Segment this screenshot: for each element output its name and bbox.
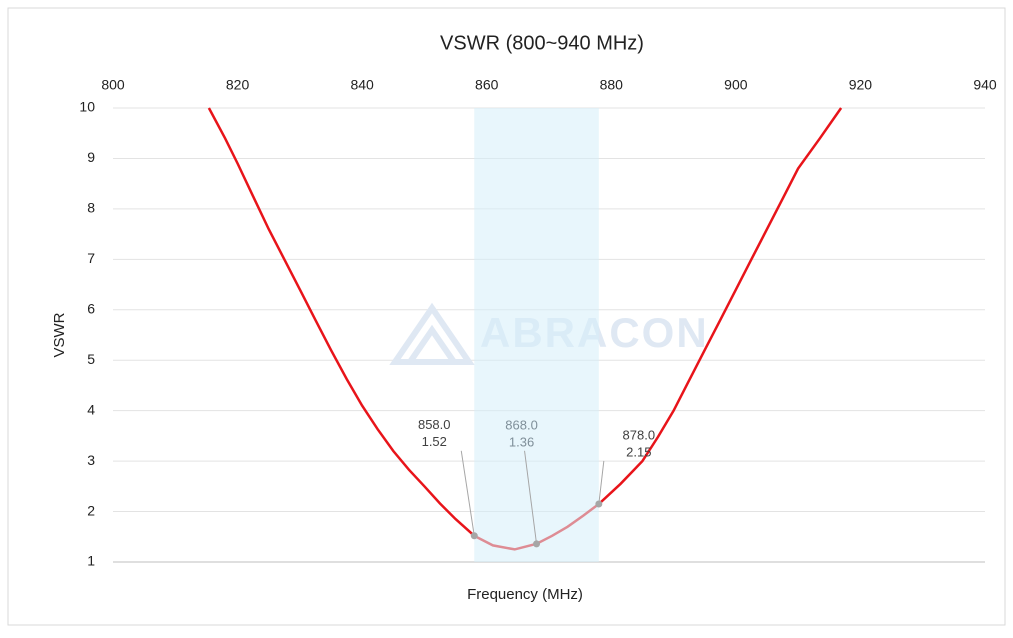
annotation-x: 858.0	[418, 417, 451, 432]
leader-line	[598, 460, 605, 505]
annotation-value: 1.36	[509, 434, 534, 449]
y-tick-label: 2	[87, 502, 95, 518]
y-tick-label: 7	[87, 250, 95, 266]
leader-line	[460, 450, 475, 536]
annotation-value: 1.52	[422, 434, 447, 449]
y-tick-label: 5	[87, 351, 95, 367]
x-tick-label: 860	[475, 77, 499, 93]
annotation-point	[470, 532, 478, 540]
y-tick-label: 1	[87, 553, 95, 569]
annotation-point	[595, 500, 603, 508]
y-axis-label: VSWR	[51, 312, 68, 357]
x-tick-label: 880	[600, 77, 624, 93]
annotation-x: 868.0	[505, 417, 538, 432]
x-tick-label: 940	[973, 77, 997, 93]
annotation-x: 878.0	[623, 427, 656, 442]
highlight-band	[474, 108, 599, 562]
y-tick-label: 4	[87, 401, 95, 417]
annotation-point	[533, 540, 541, 548]
y-tick-label: 10	[79, 99, 95, 115]
y-tick-label: 3	[87, 452, 95, 468]
x-tick-label: 840	[350, 77, 374, 93]
y-tick-label: 9	[87, 149, 95, 165]
annotation-value: 2.15	[626, 444, 651, 459]
x-tick-label: 820	[226, 77, 250, 93]
x-tick-label: 900	[724, 77, 748, 93]
y-tick-label: 8	[87, 200, 95, 216]
x-tick-label: 800	[101, 77, 125, 93]
y-tick-label: 6	[87, 300, 95, 316]
watermark-logo	[389, 302, 475, 365]
x-axis-label: Frequency (MHz)	[467, 586, 583, 603]
chart-title: VSWR (800~940 MHz)	[440, 32, 644, 54]
x-tick-label: 920	[849, 77, 873, 93]
leader-line	[524, 450, 538, 544]
